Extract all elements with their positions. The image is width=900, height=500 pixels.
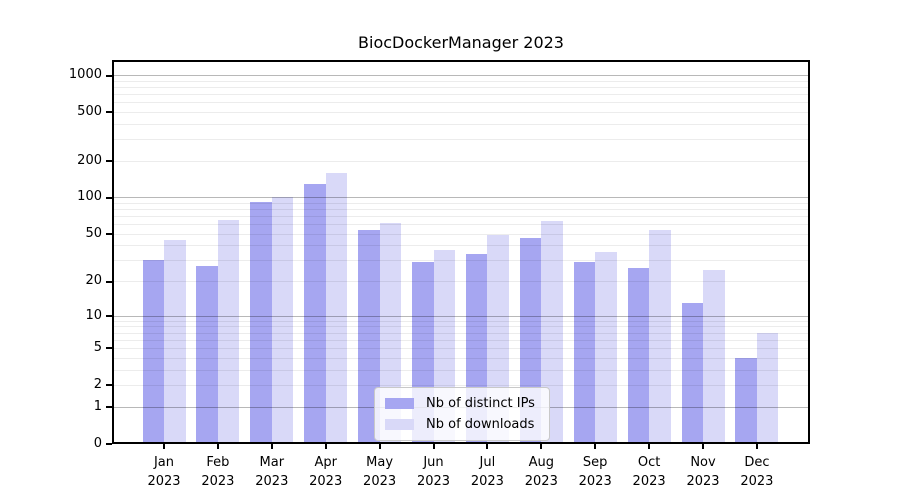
y-tick-label: 200 xyxy=(77,152,102,168)
x-tick-label-may: May 2023 xyxy=(363,455,397,489)
x-tick-label-nov: Nov 2023 xyxy=(686,455,720,489)
x-tick-mark xyxy=(216,444,219,449)
bar-nov-distinct-ips xyxy=(681,302,703,444)
x-tick-mark xyxy=(648,444,651,449)
x-tick-mark xyxy=(755,444,758,449)
y-tick-label: 1000 xyxy=(68,67,102,83)
legend-label-downloads: Nb of downloads xyxy=(426,417,535,432)
x-tick-label-apr: Apr 2023 xyxy=(309,455,343,489)
x-tick-mark xyxy=(378,444,381,449)
x-tick-label-sep: Sep 2023 xyxy=(578,455,612,489)
x-tick-mark xyxy=(270,444,273,449)
y-tick-mark xyxy=(106,233,112,236)
legend-swatch-distinct-ips xyxy=(385,398,414,409)
x-tick-label-mar: Mar 2023 xyxy=(255,455,289,489)
bar-jan-downloads xyxy=(164,240,186,444)
bar-oct-downloads xyxy=(649,229,671,444)
x-tick-label-aug: Aug 2023 xyxy=(524,455,558,489)
y-tick-label: 2 xyxy=(93,376,102,392)
bar-nov-downloads xyxy=(703,269,725,444)
bar-feb-distinct-ips xyxy=(196,265,218,444)
y-tick-mark xyxy=(106,74,112,77)
x-tick-label-feb: Feb 2023 xyxy=(201,455,235,489)
x-tick-mark xyxy=(702,444,704,449)
y-tick-mark xyxy=(106,111,112,114)
bar-oct-distinct-ips xyxy=(627,267,650,444)
y-tick-label: 50 xyxy=(85,225,102,241)
bar-apr-distinct-ips xyxy=(304,183,326,444)
y-tick-label: 10 xyxy=(85,307,102,323)
chart-title: BiocDockerManager 2023 xyxy=(358,33,564,52)
y-tick-mark xyxy=(106,406,112,409)
bar-apr-downloads xyxy=(325,172,348,444)
legend-swatch-downloads xyxy=(385,419,414,430)
legend-item-distinct-ips: Nb of distinct IPs xyxy=(385,396,539,411)
bar-feb-downloads xyxy=(217,220,240,444)
y-tick-label: 20 xyxy=(85,273,102,289)
x-tick-mark xyxy=(163,444,165,449)
x-tick-mark xyxy=(594,444,597,449)
x-tick-label-oct: Oct 2023 xyxy=(632,455,666,489)
legend-label-distinct-ips: Nb of distinct IPs xyxy=(426,396,535,411)
plot-area: 1000 500 200 100 50 20 10 5 2 1 0 Jan 2023 Feb 2023… xyxy=(69,60,810,489)
x-tick-label-jul: Jul 2023 xyxy=(470,455,504,489)
bar-dec-downloads xyxy=(756,332,779,444)
x-tick-mark xyxy=(540,444,543,449)
y-tick-mark xyxy=(106,160,112,163)
y-tick-mark xyxy=(106,443,112,445)
y-tick-label: 1 xyxy=(93,398,102,414)
x-tick-label-jan: Jan 2023 xyxy=(147,455,181,489)
x-tick-mark xyxy=(432,444,435,449)
bar-sep-distinct-ips xyxy=(573,262,596,444)
y-tick-mark xyxy=(106,384,112,387)
y-tick-mark xyxy=(106,280,112,283)
y-tick-mark xyxy=(106,196,112,199)
x-tick-label-dec: Dec 2023 xyxy=(740,455,774,489)
bar-jan-distinct-ips xyxy=(142,260,164,444)
bar-mar-distinct-ips xyxy=(250,201,272,444)
y-tick-label: 500 xyxy=(77,103,102,119)
x-tick-mark xyxy=(486,444,489,449)
y-tick-label: 5 xyxy=(93,339,102,355)
bar-sep-downloads xyxy=(595,252,617,444)
bar-mar-downloads xyxy=(271,197,294,444)
bar-dec-distinct-ips xyxy=(735,357,757,444)
y-tick-label: 100 xyxy=(77,189,102,205)
x-tick-label-jun: Jun 2023 xyxy=(416,455,451,489)
legend-item-downloads: Nb of downloads xyxy=(385,417,539,432)
y-tick-mark xyxy=(106,315,112,318)
y-tick-label: 0 xyxy=(93,435,102,451)
y-tick-mark xyxy=(106,347,112,350)
x-tick-mark xyxy=(324,444,327,449)
legend: Nb of distinct IPs Nb of downloads xyxy=(374,387,550,441)
